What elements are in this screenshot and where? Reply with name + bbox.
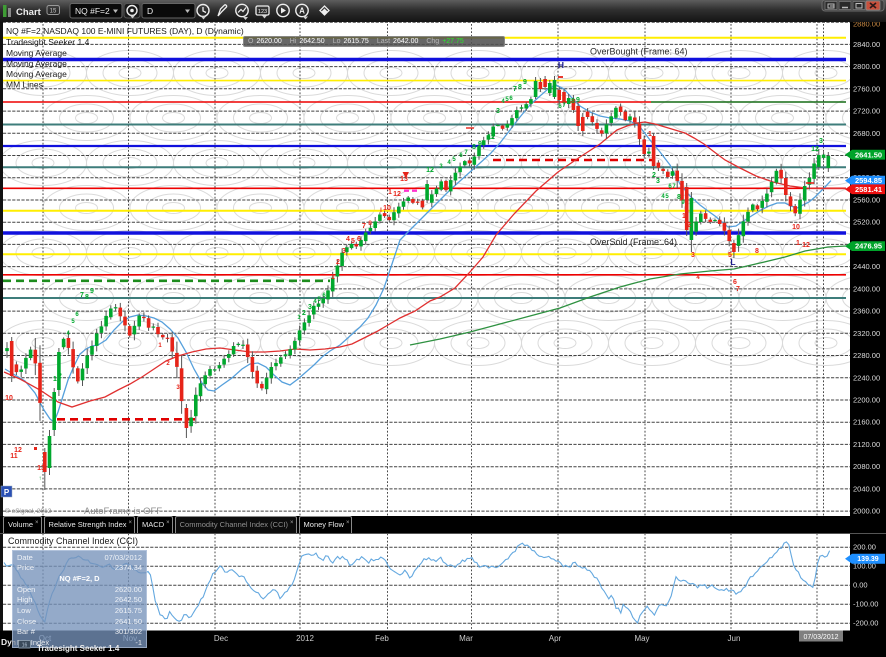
svg-text:1: 1 — [331, 274, 335, 281]
svg-text:2: 2 — [687, 222, 691, 229]
svg-text:A: A — [299, 7, 305, 16]
svg-text:0.00: 0.00 — [853, 581, 868, 590]
svg-text:8: 8 — [85, 294, 89, 301]
svg-text:Tradesight Seeker 1.4: Tradesight Seeker 1.4 — [6, 37, 90, 47]
svg-text:12: 12 — [14, 447, 22, 454]
svg-text:9: 9 — [576, 97, 580, 104]
svg-text:2080.00: 2080.00 — [853, 462, 880, 471]
svg-text:© eSignal, 2012: © eSignal, 2012 — [5, 507, 52, 515]
svg-text:1: 1 — [388, 189, 392, 196]
svg-text:200.00: 200.00 — [853, 543, 876, 552]
svg-text:8: 8 — [755, 248, 759, 255]
svg-text:12: 12 — [802, 242, 810, 249]
svg-text:8: 8 — [368, 220, 372, 227]
svg-text:5: 5 — [351, 238, 355, 245]
svg-text:10: 10 — [792, 224, 800, 231]
svg-text:2720.00: 2720.00 — [853, 107, 880, 116]
svg-text:13: 13 — [37, 465, 45, 472]
svg-text:2840.00: 2840.00 — [853, 40, 880, 49]
svg-text:3: 3 — [819, 138, 823, 145]
svg-text:Moving Average: Moving Average — [6, 48, 67, 58]
svg-text:2594.85: 2594.85 — [855, 176, 882, 185]
svg-text:3: 3 — [496, 108, 500, 115]
svg-text:3: 3 — [308, 304, 312, 311]
svg-text:2000.00: 2000.00 — [853, 507, 880, 516]
svg-text:Commodity Channel Index (CCI): Commodity Channel Index (CCI) — [8, 536, 138, 546]
svg-text:4: 4 — [346, 236, 350, 243]
svg-text:MM Lines: MM Lines — [6, 80, 43, 90]
svg-text:2200.00: 2200.00 — [853, 396, 880, 405]
svg-text:2581.41: 2581.41 — [855, 185, 882, 194]
svg-text:2160.00: 2160.00 — [853, 418, 880, 427]
svg-text:10: 10 — [383, 205, 391, 212]
svg-text:2680.00: 2680.00 — [853, 129, 880, 138]
svg-text:139.39: 139.39 — [857, 556, 879, 563]
svg-text:2320.00: 2320.00 — [853, 329, 880, 338]
svg-text:2240.00: 2240.00 — [853, 373, 880, 382]
svg-text:9: 9 — [523, 79, 527, 86]
svg-text:12: 12 — [487, 134, 495, 141]
svg-text:9: 9 — [90, 288, 94, 295]
svg-text:OverSold (Frame: 64): OverSold (Frame: 64) — [590, 237, 677, 247]
svg-text:2760.00: 2760.00 — [853, 84, 880, 93]
svg-text:16: 16 — [22, 642, 28, 648]
svg-text:1: 1 — [648, 131, 652, 138]
svg-text:Moving Average: Moving Average — [6, 69, 67, 79]
svg-text:8: 8 — [518, 84, 522, 91]
svg-text:2: 2 — [58, 373, 62, 380]
svg-text:6: 6 — [357, 236, 361, 243]
svg-text:7: 7 — [362, 221, 366, 230]
svg-text:2800.00: 2800.00 — [853, 62, 880, 71]
svg-text:-100.00: -100.00 — [853, 600, 878, 609]
svg-text:12: 12 — [811, 146, 819, 153]
svg-text:2280.00: 2280.00 — [853, 351, 880, 360]
svg-text:2560.00: 2560.00 — [853, 196, 880, 205]
svg-text:2: 2 — [336, 259, 340, 266]
svg-text:2360.00: 2360.00 — [853, 307, 880, 316]
svg-text:NQ #F=2,NASDAQ 100 E-MINI FUTU: NQ #F=2,NASDAQ 100 E-MINI FUTURES (DAY),… — [6, 26, 244, 36]
svg-text:6: 6 — [733, 279, 737, 286]
svg-text:7: 7 — [80, 292, 84, 299]
svg-text:2: 2 — [302, 310, 306, 317]
svg-text:H: H — [558, 60, 564, 70]
svg-text:2040.00: 2040.00 — [853, 484, 880, 493]
svg-text:8: 8 — [472, 144, 476, 151]
svg-text:NQ #F=2: NQ #F=2 — [75, 6, 110, 16]
svg-text:11: 11 — [10, 453, 18, 460]
svg-text:1: 1 — [682, 213, 686, 220]
svg-text:2440.00: 2440.00 — [853, 262, 880, 271]
svg-text:Moving Average: Moving Average — [6, 59, 67, 69]
svg-text:L: L — [730, 257, 735, 267]
svg-text:2520.00: 2520.00 — [853, 218, 880, 227]
svg-text:2641.50: 2641.50 — [855, 150, 882, 159]
svg-text:9: 9 — [478, 141, 482, 148]
svg-text:13: 13 — [400, 176, 408, 183]
svg-text:Chart: Chart — [16, 7, 42, 18]
svg-text:12: 12 — [393, 191, 401, 198]
svg-text:1: 1 — [53, 376, 57, 383]
svg-text:3: 3 — [342, 248, 346, 255]
svg-text:-200.00: -200.00 — [853, 619, 878, 628]
svg-text:8: 8 — [571, 98, 575, 105]
svg-text:3: 3 — [656, 178, 660, 185]
svg-text:2400.00: 2400.00 — [853, 284, 880, 293]
svg-text:10: 10 — [5, 395, 13, 402]
svg-text:123: 123 — [258, 9, 267, 15]
svg-text:7: 7 — [513, 86, 517, 93]
svg-text:1: 1 — [796, 240, 800, 247]
svg-text:2476.95: 2476.95 — [855, 242, 882, 251]
svg-text:3: 3 — [691, 252, 695, 259]
svg-text:2120.00: 2120.00 — [853, 440, 880, 449]
svg-text:D: D — [147, 6, 153, 16]
svg-text:P: P — [4, 488, 10, 497]
svg-text:7: 7 — [736, 286, 740, 293]
svg-text:12: 12 — [426, 167, 434, 174]
svg-text:3: 3 — [62, 342, 66, 349]
svg-text:OverBought (Frame: 64): OverBought (Frame: 64) — [590, 47, 688, 57]
svg-text:15: 15 — [50, 9, 57, 15]
svg-text:↑: ↑ — [39, 476, 42, 482]
